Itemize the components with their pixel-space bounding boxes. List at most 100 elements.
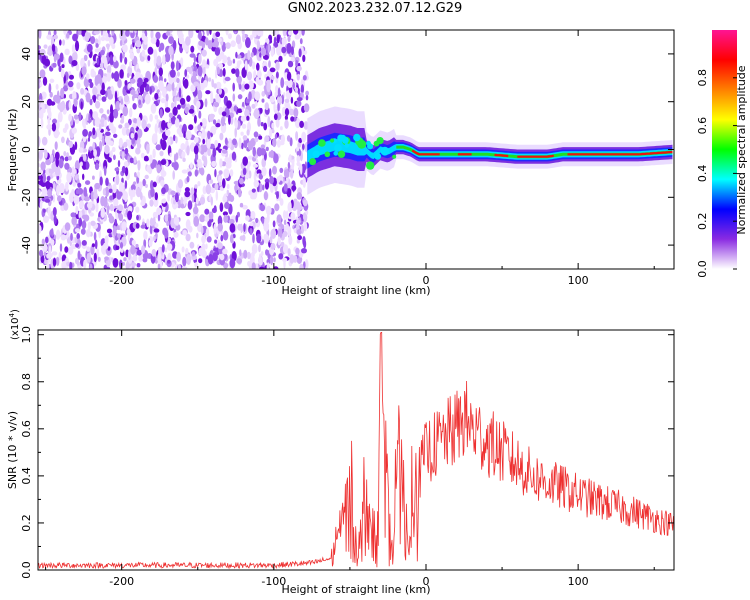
noise-speck	[52, 257, 57, 267]
noise-speck	[157, 263, 161, 269]
noise-speck	[50, 154, 54, 163]
noise-speck	[60, 234, 67, 241]
noise-speck	[263, 65, 268, 72]
noise-speck	[244, 83, 250, 90]
noise-speck	[158, 80, 164, 91]
noise-speck	[185, 247, 189, 255]
noise-speck	[256, 233, 262, 244]
noise-speck	[89, 263, 93, 269]
noise-speck	[169, 152, 172, 158]
noise-speck	[265, 182, 269, 190]
noise-speck	[294, 34, 300, 40]
noise-speck	[172, 170, 175, 180]
signal-track	[307, 106, 673, 195]
noise-speck	[167, 122, 172, 129]
noise-speck	[113, 71, 120, 82]
noise-speck	[73, 98, 78, 107]
noise-speck	[291, 185, 297, 192]
noise-speck	[178, 32, 184, 40]
noise-speck	[92, 127, 96, 136]
noise-speck	[198, 110, 202, 119]
noise-speck	[222, 230, 229, 241]
noise-speck	[102, 188, 106, 196]
noise-speck	[219, 253, 225, 261]
noise-speck	[61, 64, 65, 69]
noise-speck	[57, 195, 62, 202]
noise-speck	[92, 111, 99, 120]
noise-speck	[63, 30, 67, 35]
noise-speck	[83, 78, 90, 88]
noise-speck	[253, 108, 260, 120]
noise-speck	[95, 100, 101, 109]
noise-speck	[212, 147, 217, 158]
noise-speck	[121, 114, 125, 122]
noise-speck	[242, 167, 247, 176]
noise-speck	[137, 160, 141, 171]
noise-speck	[207, 40, 213, 50]
noise-speck	[250, 210, 256, 220]
noise-speck	[94, 239, 98, 250]
noise-speck	[107, 30, 110, 34]
noise-speck	[205, 184, 212, 195]
noise-speck	[264, 135, 270, 143]
noise-speck	[108, 213, 113, 219]
noise-speck	[76, 82, 81, 90]
noise-speck	[114, 167, 120, 172]
noise-speck	[83, 54, 88, 62]
noise-speck	[102, 76, 108, 84]
noise-speck	[155, 31, 161, 40]
noise-speck	[166, 82, 173, 92]
noise-speck	[237, 94, 243, 100]
noise-speck	[51, 43, 56, 52]
noise-speck	[113, 60, 119, 69]
noise-speck	[199, 196, 206, 205]
noise-speck	[146, 165, 152, 173]
noise-speck	[83, 186, 88, 197]
noise-speck	[141, 245, 146, 255]
noise-speck	[53, 215, 57, 225]
noise-speck	[222, 211, 228, 216]
noise-speck	[72, 33, 78, 42]
noise-speck	[215, 190, 218, 201]
noise-speck	[44, 149, 48, 159]
noise-speck	[289, 108, 295, 116]
noise-speck	[74, 141, 78, 150]
noise-speck	[252, 163, 259, 168]
track-blob	[353, 133, 361, 142]
noise-speck	[82, 129, 88, 137]
noise-speck	[59, 243, 63, 252]
noise-speck	[193, 61, 196, 68]
noise-speck	[248, 190, 253, 196]
noise-speck	[264, 234, 270, 244]
noise-speck	[39, 249, 44, 257]
noise-speck	[290, 168, 294, 179]
noise-speck	[201, 49, 207, 57]
noise-speck	[189, 162, 193, 169]
noise-speck	[124, 192, 128, 203]
noise-speck	[105, 43, 110, 48]
noise-speck	[121, 165, 126, 174]
noise-speck	[85, 180, 91, 186]
noise-speck	[263, 54, 269, 60]
noise-speck	[258, 173, 264, 180]
noise-speck	[134, 132, 138, 141]
noise-speck	[246, 129, 250, 136]
noise-speck	[173, 199, 176, 205]
noise-speck	[279, 167, 284, 173]
noise-speck	[180, 203, 185, 209]
noise-speck	[139, 84, 145, 95]
track-blob	[337, 134, 345, 142]
noise-speck	[51, 122, 57, 132]
snr-panel: -200 -100 0 100 0.0 0.2 0.4 0.6 0.8 1.0 Height o…	[6, 309, 675, 596]
noise-speck	[88, 131, 91, 139]
noise-speck	[48, 168, 52, 174]
noise-speck	[202, 185, 207, 195]
noise-speck	[197, 180, 201, 187]
noise-speck	[135, 40, 142, 48]
noise-speck	[38, 150, 43, 160]
noise-speck	[184, 190, 191, 198]
noise-speck	[263, 122, 268, 131]
noise-speck	[135, 187, 142, 198]
noise-speck	[105, 32, 109, 42]
noise-speck	[214, 139, 219, 148]
